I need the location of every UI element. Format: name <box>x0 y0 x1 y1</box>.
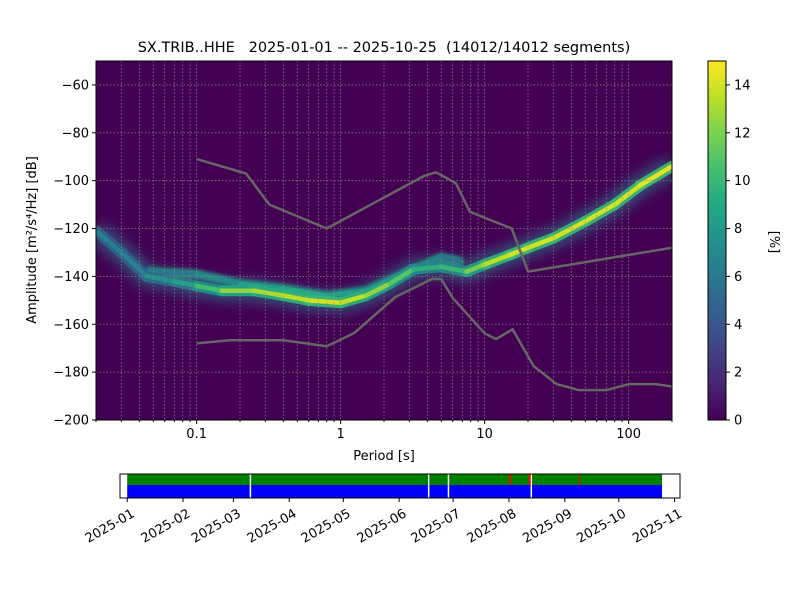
psd-secondary-segment <box>238 281 286 291</box>
timeline-gap-marker <box>579 474 581 485</box>
timeline-tick-label: 2025-04 <box>245 506 300 546</box>
x-axis: 0.1 1 10 100 <box>95 420 673 442</box>
coverage-bar <box>127 474 662 485</box>
timeline-tick-label: 2025-03 <box>189 506 244 546</box>
psd-secondary-segment <box>439 255 465 265</box>
x-tick-label: 1 <box>337 427 345 442</box>
colorbar-tick-label: 6 <box>734 270 742 285</box>
colorbar-tick-label: 12 <box>734 126 751 141</box>
psd-mode-segment <box>96 228 124 255</box>
timeline-tick-label: 2025-06 <box>355 506 410 546</box>
y-axis-label: Amplitude [m²/s⁴/Hz] [dB] <box>25 156 40 324</box>
timeline-gap <box>249 474 252 498</box>
psd-mode-segment <box>612 183 643 207</box>
y-tick-label: −120 <box>53 222 89 237</box>
timeline-gap <box>530 474 533 498</box>
psd-secondary-segment <box>144 269 199 277</box>
y-tick-label: −180 <box>53 366 89 381</box>
y-tick-label: −160 <box>53 318 89 333</box>
noise-model-line <box>196 277 672 392</box>
noise-model-line <box>196 157 672 273</box>
timeline-tick-label: 2025-07 <box>409 506 464 546</box>
psd-secondary-segment <box>324 288 369 298</box>
timeline-gap <box>447 474 450 498</box>
x-tick-label: 100 <box>616 427 641 442</box>
y-tick-label: −80 <box>62 126 89 141</box>
grid <box>96 61 672 420</box>
y-tick-label: −140 <box>53 270 89 285</box>
colorbar-tick-label: 2 <box>734 366 742 381</box>
coverage-timeline <box>127 474 662 498</box>
timeline-tick-label: 2025-02 <box>139 506 194 546</box>
colorbar-tick-label: 4 <box>734 318 742 333</box>
data-bar <box>127 485 662 498</box>
psd-mode-segment <box>306 298 343 305</box>
psd-mode-segment <box>551 219 588 241</box>
psd-mode-segment <box>583 202 617 224</box>
y-tick-label: −100 <box>53 174 89 189</box>
psd-mode-segment <box>119 250 149 279</box>
psd-mode-segment <box>251 288 286 298</box>
colorbar-tick-label: 0 <box>734 414 742 429</box>
psd-mode-segment <box>482 252 513 267</box>
x-tick-label: 10 <box>476 427 493 442</box>
x-axis-label: Period [s] <box>353 449 415 464</box>
timeline-frame <box>119 473 681 499</box>
timeline-gap-marker <box>508 474 511 485</box>
psd-mode-segment <box>338 293 369 305</box>
chart-title: SX.TRIB..HHE 2025-01-01 -- 2025-10-25 (1… <box>138 40 631 56</box>
timeline-gap-marker <box>528 474 531 485</box>
y-tick-label: −60 <box>62 78 89 93</box>
psd-mode-segment <box>194 283 225 294</box>
psd-mode-segment <box>281 293 311 303</box>
psd-mode-segment <box>637 164 672 188</box>
psd-mode-segment <box>363 281 393 298</box>
colorbar <box>707 60 727 421</box>
colorbar-label: [%] <box>766 231 781 254</box>
timeline-gap <box>427 474 430 498</box>
colorbar-tick-label: 8 <box>734 222 742 237</box>
y-axis: −60 −80 −100 −120 −140 −160 −180 −200 <box>53 78 96 429</box>
psd-mode-segment <box>144 274 177 284</box>
timeline-tick-label: 2025-11 <box>630 506 685 546</box>
psd-mode-segment <box>464 262 487 274</box>
y-tick-label: −200 <box>53 414 89 429</box>
psd-secondary-segment <box>281 286 329 298</box>
psd-mode-segment <box>439 264 469 274</box>
timeline-tick-label: 2025-09 <box>520 506 575 546</box>
timeline-tick-label: 2025-10 <box>574 506 629 546</box>
timeline-tick-label: 2025-01 <box>83 506 138 546</box>
psd-mode-segment <box>525 235 556 250</box>
colorbar-axis: 0 2 4 6 8 10 12 14 <box>726 78 751 429</box>
timeline-tick-label: 2025-08 <box>465 506 520 546</box>
timeline-tick-label: 2025-05 <box>299 506 354 546</box>
colorbar-tick-label: 14 <box>734 78 751 93</box>
psd-secondary-segment <box>194 272 242 286</box>
x-tick-label: 0.1 <box>186 427 207 442</box>
psd-mode-segment <box>172 278 199 289</box>
colorbar-tick-label: 10 <box>734 174 751 189</box>
